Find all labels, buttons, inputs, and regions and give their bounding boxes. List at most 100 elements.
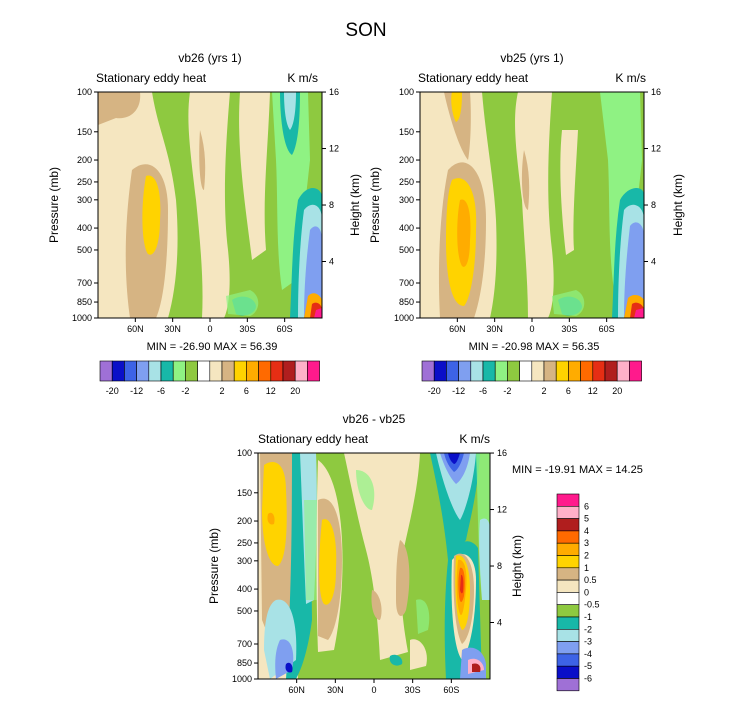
rtick-label: 4 (651, 257, 656, 267)
colorbar-swatch (446, 360, 459, 382)
colorbar-swatch (556, 530, 580, 544)
colorbar-swatch (568, 360, 581, 382)
ytick-label: 500 (77, 245, 92, 255)
ytick-label: 850 (77, 297, 92, 307)
field-region-tan (199, 130, 206, 190)
ytick-label: 300 (399, 195, 414, 205)
colorbar-label: 2 (541, 386, 546, 396)
panel-left-ylabel: Pressure (mb) (47, 167, 61, 243)
field-region-lightgreen (552, 290, 585, 316)
panel-right: vb25 (yrs 1) Stationary eddy heat K m/s (368, 51, 685, 396)
field-region-lightblue (624, 222, 644, 318)
field-region-lightgreen (416, 599, 430, 634)
colorbar-swatch (246, 360, 259, 382)
field-region-yellow (142, 175, 161, 255)
ytick-label: 1000 (232, 674, 252, 684)
colorbar-label: -2 (181, 386, 189, 396)
field-region-magenta (634, 308, 644, 318)
colorbar-label: -12 (130, 386, 143, 396)
xtick-label: 0 (207, 324, 212, 334)
ytick-label: 850 (399, 297, 414, 307)
xtick-label: 60S (599, 324, 615, 334)
panel-left-yticks: 100 150 200 250 300 400 500 700 850 1000 (72, 87, 98, 323)
field-region-tan (371, 590, 382, 620)
colorbar-swatch (197, 360, 211, 382)
field-region-cream (188, 92, 230, 318)
field-region-paleblue (436, 453, 476, 520)
colorbar-swatch (555, 360, 569, 382)
panel-right-yticks: 100 150 200 250 300 400 500 700 850 1000 (394, 87, 420, 323)
colorbar-swatch (185, 360, 198, 382)
colorbar-swatch (556, 518, 580, 532)
field-region-paleblue (284, 92, 296, 130)
panel-right-field (420, 92, 644, 318)
field-region-navy (448, 453, 460, 464)
colorbar-swatch (556, 592, 580, 606)
colorbar-swatch (556, 542, 580, 556)
field-region-yellow (319, 519, 337, 605)
field-region-orange (267, 512, 275, 525)
colorbar-swatch (556, 579, 580, 593)
colorbar-swatch (233, 360, 247, 382)
colorbar-swatch (124, 360, 137, 382)
colorbar-label: -12 (452, 386, 465, 396)
panel-right-units: K m/s (615, 71, 646, 85)
colorbar-swatch (604, 360, 618, 382)
colorbar-swatch (111, 360, 125, 382)
panel-diff-rticks: 16 12 8 4 (490, 448, 507, 628)
panel-diff-units: K m/s (459, 432, 490, 446)
colorbar-swatch (592, 360, 606, 382)
ytick-label: 100 (77, 87, 92, 97)
colorbar-label: -20 (428, 386, 441, 396)
field-region-cream (420, 180, 436, 292)
field-region-cream (239, 92, 270, 260)
ytick-label: 250 (77, 177, 92, 187)
ytick-label: 150 (399, 127, 414, 137)
colorbar-label: -6 (479, 386, 487, 396)
field-region-lightgreen (304, 500, 320, 600)
rtick-label: 16 (497, 448, 507, 458)
panel-diff-colorbar: 6 5 4 3 2 1 0.5 0 -0.5 -1 -2 -3 -4 -5 -6 (556, 493, 600, 692)
xtick-label: 30S (239, 324, 255, 334)
xtick-label: 30N (486, 324, 503, 334)
panel-right-xticks: 60N 30N 0 30S 60S (449, 318, 615, 334)
colorbar-label: 5 (584, 514, 589, 524)
ytick-label: 300 (77, 195, 92, 205)
colorbar-label: 20 (612, 386, 622, 396)
ytick-label: 400 (399, 223, 414, 233)
colorbar-swatch (616, 360, 630, 382)
colorbar-label: -1 (584, 612, 592, 622)
field-region-tan (444, 92, 471, 160)
ytick-label: 200 (237, 516, 252, 526)
rtick-label: 8 (329, 200, 334, 210)
xtick-label: 60N (288, 685, 305, 695)
colorbar-label: 12 (266, 386, 276, 396)
colorbar-swatch (270, 360, 284, 382)
rtick-label: 8 (497, 561, 502, 571)
colorbar-label: -5 (584, 661, 592, 671)
colorbar-swatch (221, 360, 235, 382)
ytick-label: 400 (237, 584, 252, 594)
colorbar-swatch (99, 360, 113, 382)
page-title: SON (345, 20, 386, 41)
panel-diff-field (258, 453, 490, 679)
field-region-darkred (472, 663, 481, 672)
ytick-label: 500 (237, 606, 252, 616)
panel-diff-ylabel-right: Height (km) (510, 535, 524, 597)
panel-right-subtitle: Stationary eddy heat (418, 71, 529, 85)
colorbar-label: 6 (244, 386, 249, 396)
panel-right-ylabel-right: Height (km) (671, 174, 685, 236)
xtick-label: 30S (405, 685, 421, 695)
rtick-label: 8 (651, 200, 656, 210)
colorbar-label: -4 (584, 649, 592, 659)
colorbar-swatch (580, 360, 594, 382)
field-region-lightgreen (356, 470, 375, 510)
colorbar-swatch (556, 678, 580, 692)
colorbar-swatch (482, 360, 496, 382)
field-region-orange (457, 199, 471, 267)
panel-right-minmax: MIN = -20.98 MAX = 56.35 (469, 341, 600, 353)
colorbar-swatch (556, 616, 580, 630)
rtick-label: 16 (651, 87, 661, 97)
xtick-label: 0 (371, 685, 376, 695)
